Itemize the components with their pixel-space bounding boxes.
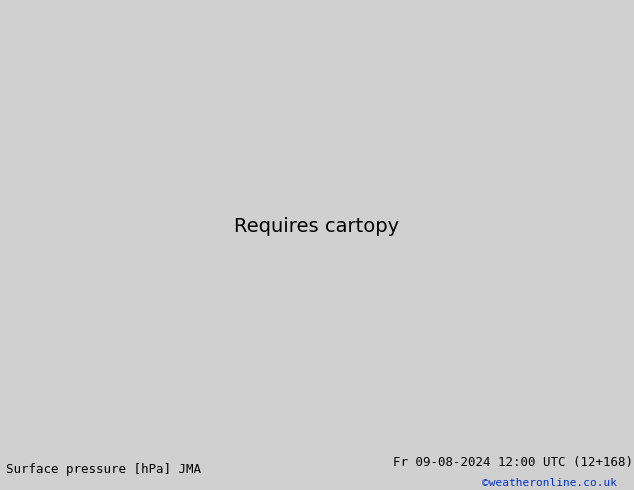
Text: Fr 09-08-2024 12:00 UTC (12+168): Fr 09-08-2024 12:00 UTC (12+168) xyxy=(393,456,633,469)
Text: Requires cartopy: Requires cartopy xyxy=(235,217,399,236)
Text: ©weatheronline.co.uk: ©weatheronline.co.uk xyxy=(482,478,617,488)
Text: Surface pressure [hPa] JMA: Surface pressure [hPa] JMA xyxy=(6,463,202,476)
